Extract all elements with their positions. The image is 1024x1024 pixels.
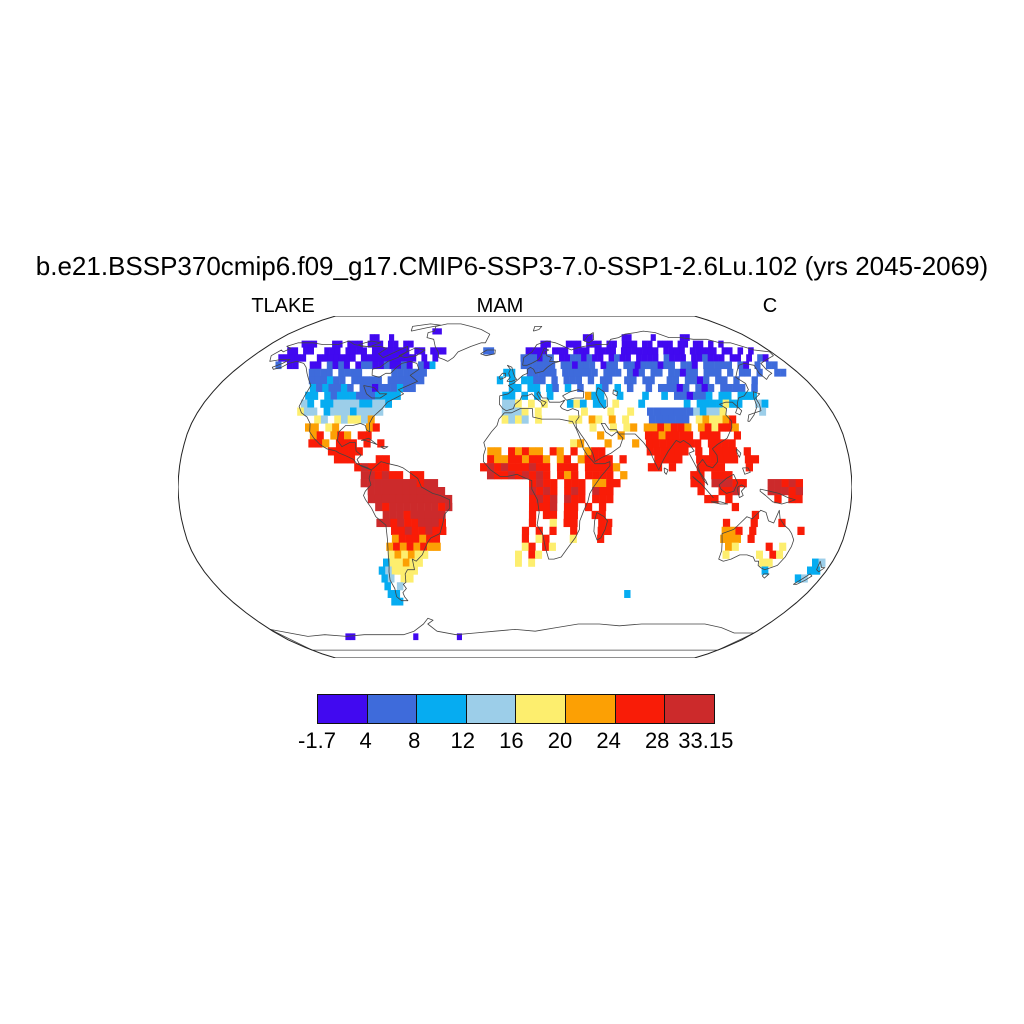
coastline-eurasia: [499, 330, 774, 486]
map-border: [178, 316, 852, 658]
coastline-antarctica: [269, 617, 755, 651]
colorbar-segment-7: [664, 694, 715, 724]
coastline-novaya_zemlya: [583, 332, 595, 344]
coastline-japan: [747, 391, 762, 422]
colorbar-segment-4: [515, 694, 566, 724]
coastline-africa: [483, 408, 611, 560]
colorbar-label-1: 4: [359, 728, 372, 753]
colorbar-label-6: 24: [596, 728, 621, 753]
colorbar-label-0: -1.7: [298, 728, 336, 753]
coastline-sumatra: [692, 476, 714, 498]
colorbar-segment-2: [416, 694, 467, 724]
coastline-tasmania: [762, 573, 770, 579]
coastline-ireland: [498, 372, 506, 380]
coastline-victoria_island: [358, 340, 381, 347]
coastline-uk: [506, 364, 517, 382]
colorbar-segment-0: [317, 694, 368, 724]
coastline-great_lakes: [363, 385, 388, 399]
coastline-greenland: [426, 323, 491, 362]
colorbar-segment-5: [564, 694, 616, 724]
coastline-new_guinea: [759, 488, 796, 505]
coastline-nz_north: [816, 561, 826, 573]
colorbar-label-7: 28: [644, 728, 670, 753]
colorbar-label-3: 12: [450, 728, 476, 753]
units-label: C: [762, 295, 778, 317]
coastline-svalbard: [532, 326, 543, 332]
coastline-nz_south: [793, 573, 813, 585]
colorbar-labels: -1.7 4 8 12 16 20 24 28 33.15: [0, 729, 1024, 755]
coastline-ellesmere: [410, 323, 441, 332]
coastline-aral_sea: [612, 389, 618, 397]
season-label: MAM: [476, 295, 524, 317]
coastlines: [269, 323, 826, 651]
colorbar-label-2: 8: [408, 728, 421, 753]
variable-label: TLAKE: [251, 295, 315, 317]
temperature-cells: [275, 328, 826, 641]
colorbar-label-4: 16: [499, 728, 524, 753]
colorbar: [317, 694, 715, 724]
coastline-cuba: [360, 437, 378, 445]
robinson-map-svg: [178, 316, 852, 658]
coastline-madagascar: [593, 512, 608, 541]
colorbar-segment-3: [465, 694, 517, 724]
coastline-luzon: [736, 448, 742, 458]
coastline-baffin: [398, 347, 426, 358]
coastline-sri_lanka: [663, 467, 669, 475]
coastline-sulawesi: [737, 484, 746, 498]
colorbar-segment-6: [614, 694, 666, 724]
colorbar-label-5: 20: [547, 728, 573, 753]
world-map: [178, 316, 852, 658]
plot-title: b.e21.BSSP370cmip6.f09_g17.CMIP6-SSP3-7.…: [35, 251, 989, 281]
coastline-java: [711, 501, 729, 505]
coastline-caspian_sea: [595, 387, 608, 409]
coastline-south_america: [363, 461, 451, 602]
coastline-borneo: [718, 473, 739, 494]
coastline-north_america: [269, 340, 420, 471]
coastline-hispaniola: [380, 446, 389, 450]
colorbar-segment-1: [366, 694, 418, 724]
coastline-iceland: [480, 349, 496, 357]
colorbar-label-8: 33.15: [678, 728, 734, 753]
coastline-australia: [718, 509, 795, 571]
coastline-mindanao: [742, 467, 751, 475]
coastline-black_sea: [562, 389, 585, 401]
